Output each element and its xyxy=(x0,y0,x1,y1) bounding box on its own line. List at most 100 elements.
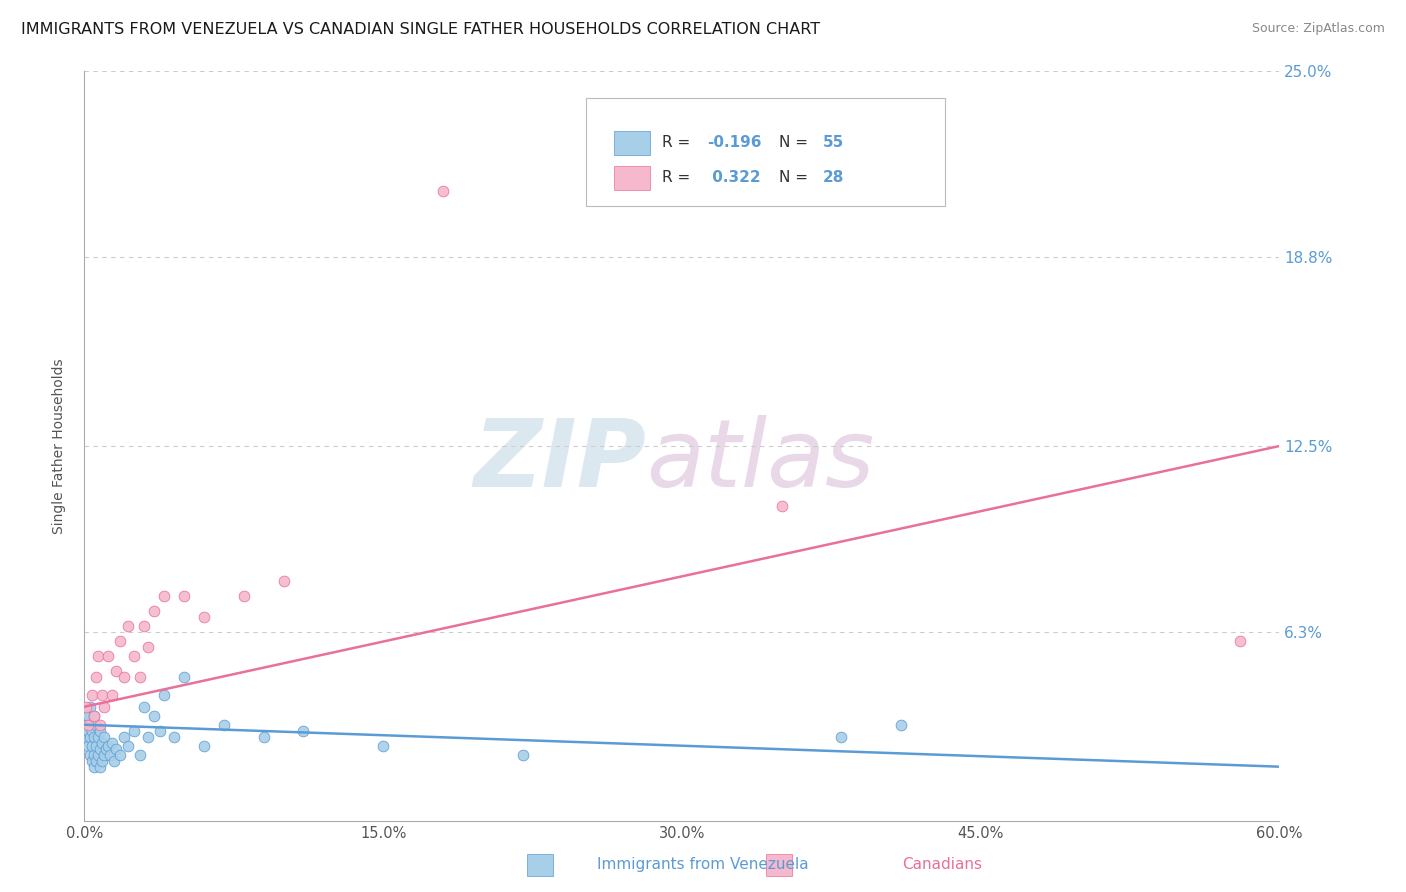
Point xyxy=(93,730,115,744)
Point xyxy=(112,730,135,744)
Point xyxy=(87,747,110,762)
Text: -0.196: -0.196 xyxy=(707,135,762,150)
Point xyxy=(273,574,295,588)
Point xyxy=(75,706,97,720)
Point xyxy=(77,717,100,731)
Point xyxy=(98,747,121,762)
Point xyxy=(89,723,111,738)
Point xyxy=(86,717,108,731)
Point xyxy=(89,717,111,731)
FancyBboxPatch shape xyxy=(614,166,650,190)
Point xyxy=(110,747,132,762)
Point xyxy=(129,747,152,762)
Point xyxy=(82,739,104,753)
Point xyxy=(253,730,276,744)
Point xyxy=(373,739,395,753)
Point xyxy=(143,604,166,618)
Point xyxy=(79,747,101,762)
Point xyxy=(83,708,105,723)
Point xyxy=(1229,633,1251,648)
Point xyxy=(91,754,114,768)
Y-axis label: Single Father Households: Single Father Households xyxy=(52,359,66,533)
Text: atlas: atlas xyxy=(647,416,875,507)
Point xyxy=(82,723,104,738)
Text: ZIP: ZIP xyxy=(474,415,647,507)
Point xyxy=(149,723,172,738)
Point xyxy=(232,589,254,603)
Text: R =: R = xyxy=(662,170,695,186)
Point xyxy=(122,648,145,663)
Point xyxy=(77,739,100,753)
Point xyxy=(101,736,124,750)
Point xyxy=(512,747,534,762)
Point xyxy=(83,708,105,723)
Text: Canadians: Canadians xyxy=(903,857,981,872)
Point xyxy=(103,754,125,768)
Point xyxy=(89,760,111,774)
Point xyxy=(890,717,912,731)
Point xyxy=(153,589,176,603)
Text: 0.322: 0.322 xyxy=(707,170,761,186)
Point xyxy=(82,688,104,702)
Point xyxy=(82,754,104,768)
Text: R =: R = xyxy=(662,135,695,150)
Point xyxy=(292,723,315,738)
Point xyxy=(105,741,128,756)
Point xyxy=(89,741,111,756)
Point xyxy=(117,619,139,633)
Point xyxy=(97,739,120,753)
Point xyxy=(91,736,114,750)
Point xyxy=(87,648,110,663)
Point xyxy=(83,747,105,762)
Point xyxy=(77,708,100,723)
Point xyxy=(87,730,110,744)
Text: 55: 55 xyxy=(823,135,844,150)
Text: Source: ZipAtlas.com: Source: ZipAtlas.com xyxy=(1251,22,1385,36)
Point xyxy=(86,670,108,684)
Text: N =: N = xyxy=(779,170,813,186)
Point xyxy=(163,730,186,744)
Point xyxy=(117,739,139,753)
Point xyxy=(136,640,159,654)
Point xyxy=(79,699,101,714)
Point xyxy=(96,741,118,756)
Point xyxy=(86,754,108,768)
Point xyxy=(93,747,115,762)
Point xyxy=(97,648,120,663)
Point xyxy=(132,699,156,714)
Point xyxy=(77,723,100,738)
Point xyxy=(93,699,115,714)
Text: 28: 28 xyxy=(823,170,845,186)
Point xyxy=(153,688,176,702)
Point xyxy=(770,499,793,513)
FancyBboxPatch shape xyxy=(586,97,945,206)
Point xyxy=(212,717,235,731)
Point xyxy=(143,708,166,723)
Point xyxy=(79,730,101,744)
Point xyxy=(79,717,101,731)
Point xyxy=(132,619,156,633)
Point xyxy=(83,730,105,744)
Point xyxy=(75,699,97,714)
Text: IMMIGRANTS FROM VENEZUELA VS CANADIAN SINGLE FATHER HOUSEHOLDS CORRELATION CHART: IMMIGRANTS FROM VENEZUELA VS CANADIAN SI… xyxy=(21,22,820,37)
Point xyxy=(105,664,128,678)
Point xyxy=(830,730,852,744)
Bar xyxy=(766,854,792,876)
Bar xyxy=(527,854,553,876)
Point xyxy=(110,633,132,648)
Point xyxy=(173,670,195,684)
Point xyxy=(101,688,124,702)
Text: Immigrants from Venezuela: Immigrants from Venezuela xyxy=(598,857,808,872)
Point xyxy=(432,184,454,198)
Point xyxy=(83,760,105,774)
Point xyxy=(136,730,159,744)
FancyBboxPatch shape xyxy=(614,130,650,154)
Point xyxy=(129,670,152,684)
Text: N =: N = xyxy=(779,135,813,150)
Point xyxy=(91,688,114,702)
Point xyxy=(193,610,215,624)
Point xyxy=(86,739,108,753)
Point xyxy=(122,723,145,738)
Point xyxy=(75,717,97,731)
Point xyxy=(112,670,135,684)
